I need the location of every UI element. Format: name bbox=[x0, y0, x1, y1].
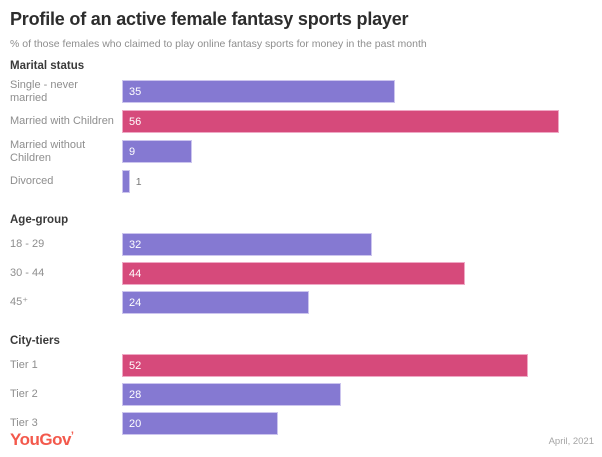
bar-row: Tier 2 28 bbox=[10, 383, 592, 406]
bar-track: 56 bbox=[122, 110, 592, 133]
bar-value: 9 bbox=[129, 145, 136, 158]
bar-row: Married without Children 9 bbox=[10, 139, 592, 164]
bar-highlight: 44 bbox=[122, 262, 466, 285]
bar-track: 20 bbox=[122, 412, 592, 435]
bar: 35 bbox=[122, 80, 396, 103]
bar-value: 56 bbox=[129, 115, 142, 128]
group-header: Age-group bbox=[10, 214, 69, 226]
category-label: Divorced bbox=[10, 175, 54, 188]
bar-value: 20 bbox=[129, 417, 142, 430]
bar-track: 1 bbox=[122, 170, 592, 193]
chart-group: Marital status Single - never married 35 Ma… bbox=[10, 60, 592, 193]
bar-value: 28 bbox=[129, 388, 142, 401]
category-label: 18 - 29 bbox=[10, 238, 45, 251]
group-header: City-tiers bbox=[10, 335, 60, 347]
bar-highlight: 56 bbox=[122, 110, 559, 133]
bar bbox=[122, 170, 130, 193]
category-label: Tier 1 bbox=[10, 359, 38, 372]
bar: 20 bbox=[122, 412, 279, 435]
bar-row: 45⁺ 24 bbox=[10, 291, 592, 314]
bar-track: 28 bbox=[122, 383, 592, 406]
chart-title: Profile of an active female fantasy spor… bbox=[10, 9, 409, 29]
group-header: Marital status bbox=[10, 60, 85, 72]
bar-value: 24 bbox=[129, 296, 142, 309]
bar-row: 18 - 29 32 bbox=[10, 233, 592, 256]
bar-row: Tier 3 20 bbox=[10, 412, 592, 435]
bar: 9 bbox=[122, 140, 193, 163]
category-label: Married without Children bbox=[10, 139, 86, 164]
chart-subtitle: % of those females who claimed to play o… bbox=[10, 38, 427, 50]
bar: 24 bbox=[122, 291, 310, 314]
bar-track: 24 bbox=[122, 291, 592, 314]
bar-highlight: 52 bbox=[122, 354, 528, 377]
bar-row: Married with Children 56 bbox=[10, 110, 592, 133]
chart-date: April, 2021 bbox=[548, 436, 594, 447]
bar-row: Single - never married 35 bbox=[10, 79, 592, 104]
bar-value: 1 bbox=[135, 175, 142, 188]
category-label: Tier 2 bbox=[10, 388, 38, 401]
bar-value: 44 bbox=[129, 267, 142, 280]
bar-track: 44 bbox=[122, 262, 592, 285]
bar-row: 30 - 44 44 bbox=[10, 262, 592, 285]
chart-group: Age-group 18 - 29 32 30 - 44 44 45⁺ 24 bbox=[10, 214, 592, 314]
bar-value: 52 bbox=[129, 359, 142, 372]
category-label: Tier 3 bbox=[10, 417, 38, 430]
bar-track: 32 bbox=[122, 233, 592, 256]
category-label: 30 - 44 bbox=[10, 267, 45, 280]
category-label: Married with Children bbox=[10, 115, 114, 128]
bar: 32 bbox=[122, 233, 372, 256]
bar-track: 9 bbox=[122, 140, 592, 163]
category-label: Single - never married bbox=[10, 79, 78, 104]
chart-group: City-tiers Tier 1 52 Tier 2 28 Tier 3 20 bbox=[10, 335, 592, 435]
category-label: 45⁺ bbox=[10, 296, 29, 309]
bar-value: 32 bbox=[129, 238, 142, 251]
bar-track: 35 bbox=[122, 80, 592, 103]
bar-row: Divorced 1 bbox=[10, 170, 592, 193]
bar: 28 bbox=[122, 383, 341, 406]
bar-row: Tier 1 52 bbox=[10, 354, 592, 377]
bar-value: 35 bbox=[129, 85, 142, 98]
bar-track: 52 bbox=[122, 354, 592, 377]
bar-chart: Marital status Single - never married 35 Ma… bbox=[10, 60, 592, 435]
yougov-logo: YouGov bbox=[10, 430, 73, 450]
